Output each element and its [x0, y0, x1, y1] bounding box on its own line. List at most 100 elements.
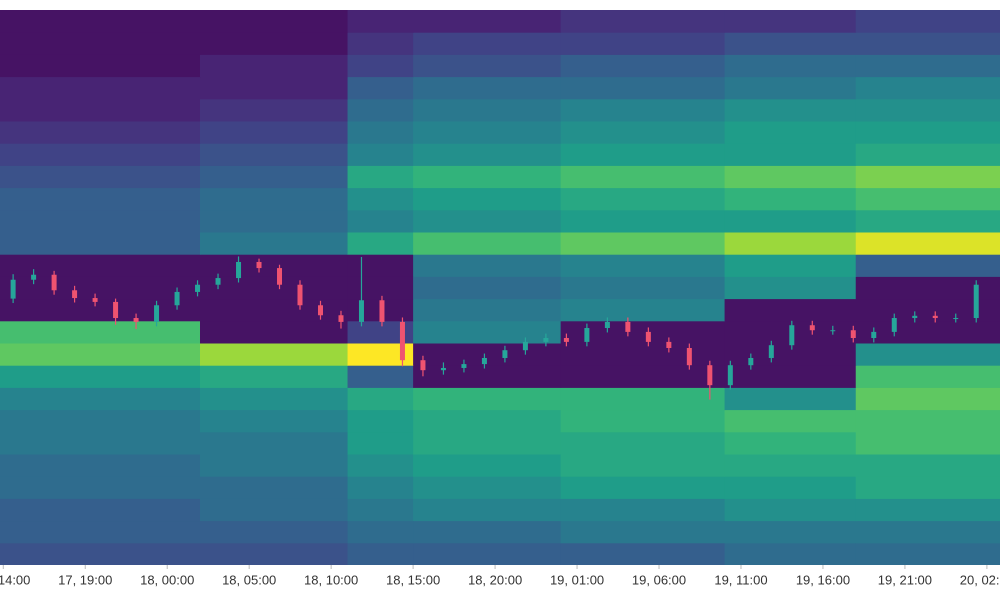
heatmap — [0, 10, 1000, 566]
heat-cell — [0, 498, 201, 522]
heat-cell — [560, 187, 726, 211]
candle-body — [215, 278, 221, 285]
x-tick-label: 19, 11:00 — [714, 572, 767, 587]
candle-body — [51, 274, 57, 291]
candle-body — [92, 298, 98, 302]
heat-cell — [855, 10, 1000, 33]
heat-cell — [0, 32, 201, 55]
heat-cell — [560, 298, 726, 322]
heat-cell — [413, 76, 562, 100]
x-tick-label: 19, 21:00 — [878, 572, 932, 587]
candle-body — [809, 325, 815, 331]
heat-cell — [724, 232, 857, 255]
heat-cell — [347, 254, 414, 277]
heat-cell — [560, 542, 726, 566]
heat-cell — [560, 476, 726, 499]
heat-cell — [724, 187, 857, 211]
heat-cell — [347, 54, 414, 78]
heat-cell — [0, 98, 201, 122]
candle-body — [973, 284, 979, 319]
heat-cell — [724, 409, 857, 433]
heat-cell — [0, 387, 201, 411]
heat-cell — [855, 343, 1000, 366]
heat-cell — [347, 32, 414, 55]
heat-cell — [413, 542, 562, 566]
heat-cell — [724, 542, 857, 566]
x-tick-label: 20, 02:00 — [960, 572, 1000, 587]
heat-cell — [200, 165, 349, 189]
heat-cell — [413, 276, 562, 300]
heat-cell — [560, 98, 726, 122]
heat-cell — [560, 143, 726, 166]
heat-cell — [855, 54, 1000, 78]
heat-cell — [855, 98, 1000, 122]
heat-cell — [724, 98, 857, 122]
heat-cell — [855, 276, 1000, 300]
heat-cell — [347, 343, 414, 366]
heat-cell — [347, 276, 414, 300]
candle-body — [727, 365, 733, 386]
heat-cell — [413, 121, 562, 144]
candle-body — [645, 331, 651, 342]
x-tick-label: 18, 05:00 — [222, 572, 276, 587]
heat-cell — [724, 498, 857, 522]
heat-cell — [0, 542, 201, 566]
heat-cell — [724, 454, 857, 477]
heat-cell — [724, 387, 857, 411]
heat-cell — [0, 431, 201, 455]
heat-cell — [413, 10, 562, 33]
candle-body — [277, 268, 283, 285]
heat-cell — [347, 454, 414, 477]
heat-cell — [200, 32, 349, 55]
heat-cell — [855, 298, 1000, 322]
heat-cell — [724, 254, 857, 277]
candle-body — [604, 321, 610, 329]
heat-cell — [0, 54, 201, 78]
heat-cell — [724, 476, 857, 499]
x-tick-label: 18, 10:00 — [304, 572, 358, 587]
heat-cell — [200, 187, 349, 211]
heat-cell — [413, 387, 562, 411]
candle-body — [154, 305, 160, 322]
x-tick-label: 18, 00:00 — [140, 572, 194, 587]
heat-cell — [724, 343, 857, 366]
heat-cell — [0, 187, 201, 211]
heat-cell — [855, 320, 1000, 344]
candle-body — [399, 321, 405, 361]
heat-cell — [347, 542, 414, 566]
heat-cell — [855, 542, 1000, 566]
candle-body — [195, 284, 201, 292]
heat-cell — [855, 454, 1000, 477]
candle-body — [133, 318, 139, 322]
candle-body — [481, 357, 487, 365]
heat-cell — [0, 476, 201, 499]
heat-cell — [560, 365, 726, 388]
heat-cell — [560, 454, 726, 477]
heat-cell — [200, 542, 349, 566]
heat-cell — [724, 298, 857, 322]
heat-cell — [0, 520, 201, 544]
candle-body — [543, 338, 549, 342]
heat-cell — [0, 143, 201, 166]
heat-cell — [347, 498, 414, 522]
heat-cell — [347, 476, 414, 499]
heat-cell — [560, 10, 726, 33]
candle-body — [72, 290, 78, 299]
heat-cell — [855, 254, 1000, 277]
x-tick-label: 19, 06:00 — [632, 572, 686, 587]
heat-cell — [413, 454, 562, 477]
heat-cell — [200, 409, 349, 433]
heat-cell — [855, 187, 1000, 211]
heat-cell — [347, 187, 414, 211]
heat-cell — [560, 343, 726, 366]
heat-cell — [560, 209, 726, 233]
heat-cell — [724, 76, 857, 100]
heat-cell — [0, 121, 201, 144]
candle-body — [625, 321, 631, 332]
heat-cell — [855, 365, 1000, 388]
candle-body — [31, 274, 37, 280]
heat-cell — [413, 143, 562, 166]
candle-body — [440, 367, 446, 371]
candle-body — [358, 300, 364, 322]
